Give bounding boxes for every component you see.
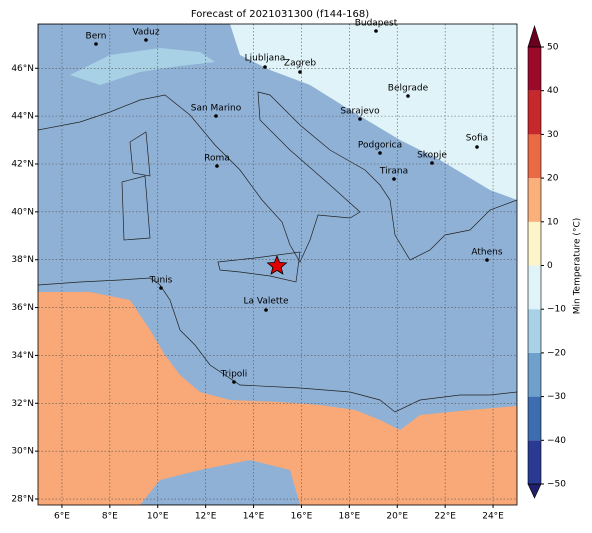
city-dot	[298, 70, 302, 74]
city-dot	[214, 114, 218, 118]
city-label: Belgrade	[388, 84, 429, 94]
colorbar-tick-label: −30	[547, 392, 566, 402]
africa-land	[38, 277, 517, 505]
city-dot	[392, 177, 396, 181]
lat-tick-label: 36°N	[11, 303, 34, 313]
colorbar-segment	[528, 440, 541, 484]
city-label: Bern	[86, 32, 107, 42]
lat-tick-label: 30°N	[11, 447, 34, 457]
colorbar-label: Min Temperature (°C)	[573, 218, 583, 315]
city-label: Athens	[471, 248, 502, 258]
city-dot	[94, 42, 98, 46]
colorbar-tick-label: 40	[547, 86, 559, 96]
city-dot	[144, 38, 148, 42]
cities: Bern Vaduz Budapest Ljubljana Zagreb Bel…	[86, 19, 503, 384]
colorbar-segment	[528, 178, 541, 222]
colorbar-segment	[528, 221, 541, 266]
city-dot	[232, 380, 236, 384]
title: Forecast of 2021031300 (f144-168)	[191, 9, 369, 20]
city-dot	[264, 308, 268, 312]
city-dot	[215, 164, 219, 168]
map-frame	[37, 23, 518, 506]
city-label: Tunis	[149, 276, 173, 286]
colorbar-segment	[528, 90, 541, 135]
colorbar-tick-label: −40	[547, 436, 566, 446]
lon-tick-label: 14°E	[243, 512, 265, 522]
city-label: Sarajevo	[340, 107, 380, 117]
lat-tick-label: 46°N	[11, 64, 34, 74]
lon-tick-label: 12°E	[195, 512, 217, 522]
colorbar-segment	[528, 134, 541, 179]
lat-tick-label: 32°N	[11, 399, 34, 409]
star-marker	[266, 254, 288, 275]
city-label: Vaduz	[132, 28, 159, 38]
colorbar-tick-label: 50	[547, 43, 559, 53]
colorbar-tick-label: −10	[547, 305, 566, 315]
europe-land	[38, 24, 517, 263]
lat-tick-label: 38°N	[11, 255, 34, 265]
city-label: La Valette	[244, 297, 289, 307]
city-dot	[406, 94, 410, 98]
city-label: Skopje	[417, 151, 447, 161]
city-label: San Marino	[191, 104, 242, 114]
city-dot	[430, 161, 434, 165]
colorbar-tick-label: 20	[547, 174, 559, 184]
city-dot	[374, 29, 378, 33]
lat-tick-label: 40°N	[11, 207, 34, 217]
city-dot	[263, 65, 267, 69]
alps-cold	[70, 48, 215, 85]
colorbar-extend-over	[527, 24, 542, 48]
city-label: Budapest	[355, 19, 398, 29]
lat-tick-label: 42°N	[11, 159, 34, 169]
city-label: Roma	[204, 154, 230, 164]
colorbar-extend-under	[527, 483, 542, 499]
lon-tick-label: 24°E	[482, 512, 504, 522]
lat-tick-label: 44°N	[11, 112, 34, 122]
lat-tick-label: 28°N	[11, 495, 34, 505]
colorbar-tick-label: 30	[547, 130, 559, 140]
city-label: Ljubljana	[245, 54, 286, 64]
lon-tick-label: 22°E	[434, 512, 456, 522]
city-dot	[485, 258, 489, 262]
city-label: Tripoli	[220, 370, 248, 380]
colorbar-tick-label: −50	[547, 480, 566, 490]
sardinia	[121, 131, 151, 241]
colorbar-segment	[528, 396, 541, 441]
lon-tick-label: 10°E	[147, 512, 169, 522]
city-label: Tirana	[379, 167, 408, 177]
colorbar-segment	[528, 265, 541, 310]
lon-tick-label: 16°E	[291, 512, 313, 522]
colorbar-tick-label: 10	[547, 217, 559, 227]
city-label: Zagreb	[284, 59, 316, 69]
city-dot	[378, 151, 382, 155]
lon-tick-label: 6°E	[54, 512, 70, 522]
lon-tick-label: 18°E	[339, 512, 361, 522]
colorbar-tick-label: 0	[547, 261, 553, 271]
city-label: Podgorica	[358, 141, 402, 151]
lon-tick-label: 8°E	[102, 512, 118, 522]
city-dot	[475, 145, 479, 149]
city-dot	[159, 286, 163, 290]
lon-tick-label: 20°E	[386, 512, 408, 522]
colorbar-segment	[528, 47, 541, 91]
sicily	[217, 251, 301, 283]
colorbar-segment	[528, 309, 541, 353]
city-dot	[358, 117, 362, 121]
colorbar-tick-label: −20	[547, 348, 566, 358]
colorbar-segment	[528, 352, 541, 397]
lat-tick-label: 34°N	[11, 351, 34, 361]
city-label: Sofia	[466, 134, 488, 144]
